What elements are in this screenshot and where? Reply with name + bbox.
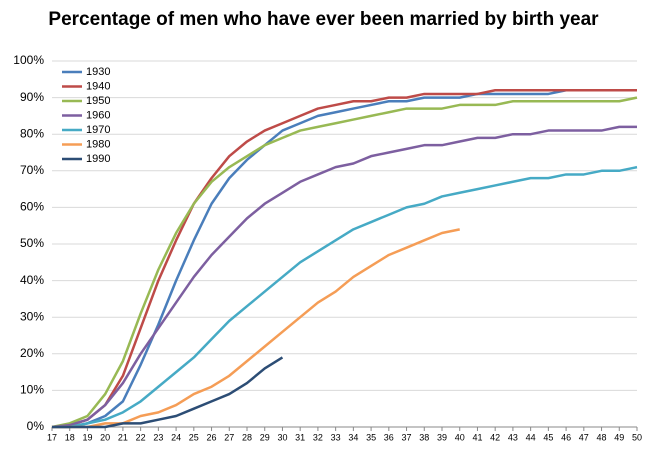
series-line <box>51 89 637 429</box>
x-tick-label: 25 <box>189 432 199 442</box>
x-tick-label: 35 <box>366 432 376 442</box>
x-tick-label: 44 <box>526 432 536 442</box>
x-tick-label: 20 <box>100 432 110 442</box>
y-tick-label: 80% <box>20 126 44 140</box>
x-tick-label: 49 <box>614 432 624 442</box>
x-tick-label: 47 <box>579 432 589 442</box>
x-tick-label: 24 <box>171 432 181 442</box>
x-tick-label: 45 <box>543 432 553 442</box>
x-tick-label: 34 <box>348 432 358 442</box>
x-tick-label: 21 <box>118 432 128 442</box>
y-tick-label: 40% <box>20 273 44 287</box>
x-tick-label: 38 <box>419 432 429 442</box>
x-tick-label: 43 <box>508 432 518 442</box>
legend-label: 1990 <box>86 153 110 165</box>
x-tick-label: 19 <box>82 432 92 442</box>
series-line <box>52 356 284 429</box>
series-line <box>52 165 638 429</box>
legend-label: 1930 <box>86 66 110 78</box>
y-tick-label: 0% <box>27 419 45 433</box>
series-line <box>52 228 460 429</box>
legend-label: 1970 <box>86 124 110 136</box>
y-tick-label: 70% <box>20 163 44 177</box>
x-tick-label: 39 <box>437 432 447 442</box>
x-tick-label: 40 <box>455 432 465 442</box>
x-tick-label: 31 <box>295 432 305 442</box>
series-line <box>51 125 637 429</box>
legend-label: 1940 <box>86 80 110 92</box>
x-tick-label: 42 <box>490 432 500 442</box>
x-tick-label: 26 <box>207 432 217 442</box>
x-tick-label: 29 <box>260 432 270 442</box>
y-tick-label: 10% <box>20 383 44 397</box>
x-tick-label: 32 <box>313 432 323 442</box>
series-line <box>52 89 637 429</box>
x-tick-label: 22 <box>136 432 146 442</box>
legend-label: 1980 <box>86 138 110 150</box>
legend-label: 1960 <box>86 109 110 121</box>
y-tick-label: 100% <box>13 53 44 67</box>
y-tick-label: 50% <box>20 236 44 250</box>
x-tick-label: 28 <box>242 432 252 442</box>
y-tick-label: 90% <box>20 90 44 104</box>
series-line <box>51 96 638 429</box>
x-tick-label: 50 <box>632 432 642 442</box>
x-tick-label: 17 <box>47 432 57 442</box>
chart-title: Percentage of men who have ever been mar… <box>48 9 599 30</box>
legend-label: 1950 <box>86 95 110 107</box>
x-tick-label: 27 <box>224 432 234 442</box>
x-tick-label: 48 <box>597 432 607 442</box>
y-tick-label: 20% <box>20 346 44 360</box>
x-tick-label: 33 <box>331 432 341 442</box>
x-tick-label: 36 <box>384 432 394 442</box>
y-tick-label: 30% <box>20 309 44 323</box>
x-tick-label: 46 <box>561 432 571 442</box>
x-tick-label: 18 <box>65 432 75 442</box>
y-tick-label: 60% <box>20 200 44 214</box>
x-tick-label: 30 <box>277 432 287 442</box>
x-tick-label: 37 <box>402 432 412 442</box>
x-tick-label: 41 <box>472 432 482 442</box>
x-tick-label: 23 <box>153 432 163 442</box>
